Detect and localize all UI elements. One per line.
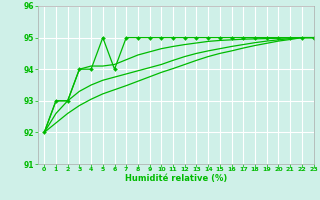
X-axis label: Humidité relative (%): Humidité relative (%) [125,174,227,183]
